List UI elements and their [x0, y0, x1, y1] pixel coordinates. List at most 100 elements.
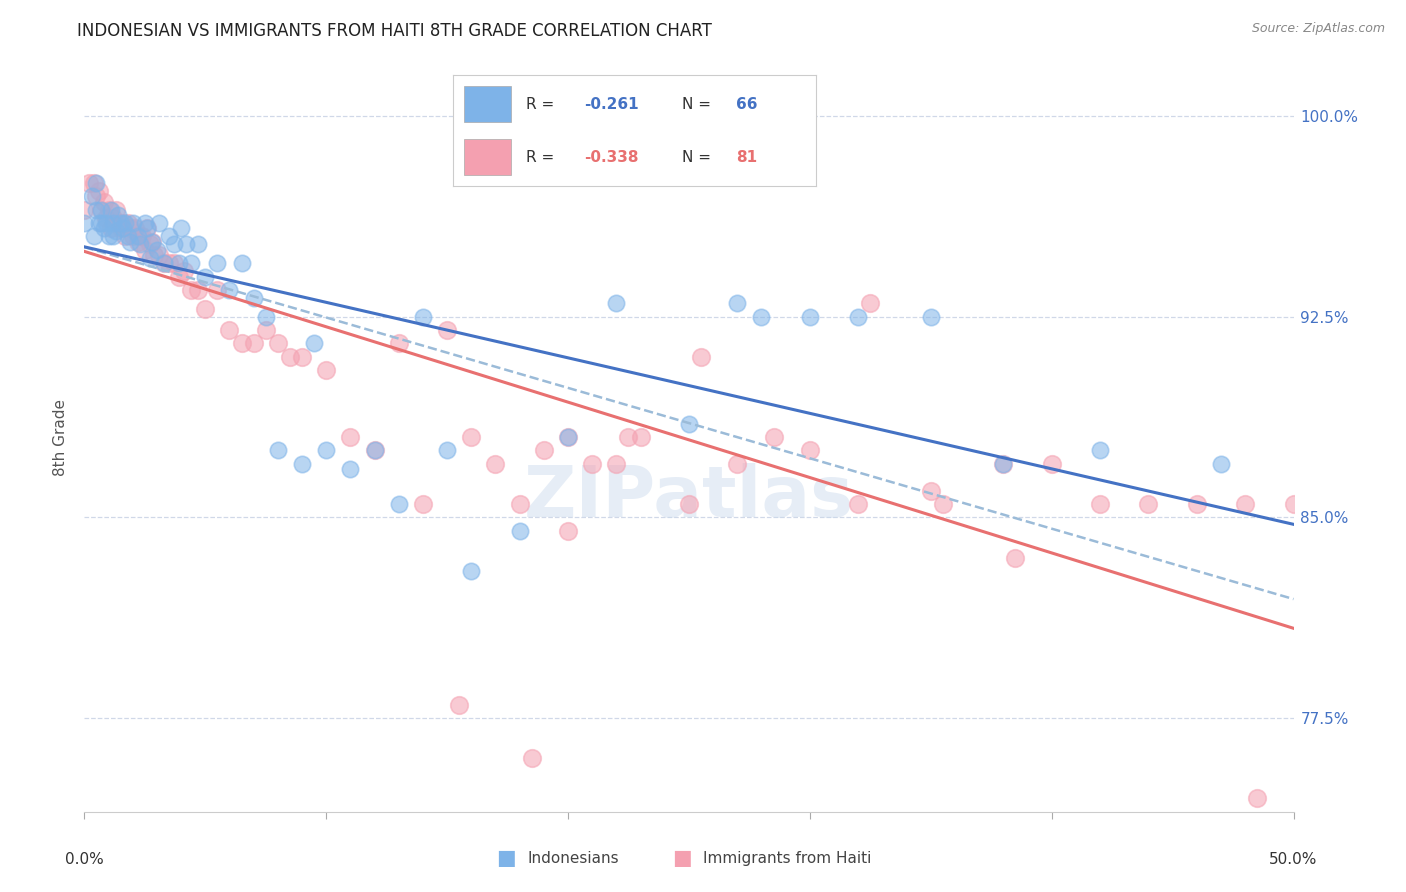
Point	[180, 283, 202, 297]
Point	[630, 430, 652, 444]
Point	[163, 256, 186, 270]
Point	[678, 417, 700, 431]
Point	[153, 256, 176, 270]
Point	[73, 202, 96, 217]
Point	[167, 256, 190, 270]
Point	[218, 323, 240, 337]
Point	[107, 216, 129, 230]
Point	[388, 336, 411, 351]
Point	[120, 235, 142, 249]
Point	[363, 443, 385, 458]
Point	[86, 189, 108, 203]
Point	[131, 229, 153, 244]
Point	[107, 208, 129, 222]
Point	[1004, 550, 1026, 565]
Point	[134, 243, 156, 257]
Point	[83, 176, 105, 190]
Point	[157, 229, 180, 244]
Point	[920, 310, 942, 324]
Point	[1088, 497, 1111, 511]
Point	[932, 497, 955, 511]
Point	[180, 256, 202, 270]
Point	[1040, 457, 1063, 471]
Point	[1234, 497, 1257, 511]
Point	[110, 216, 132, 230]
Point	[104, 224, 127, 238]
Point	[120, 221, 142, 235]
Point	[557, 430, 579, 444]
Point	[278, 350, 301, 364]
Point	[163, 237, 186, 252]
Point	[146, 243, 169, 257]
Point	[859, 296, 882, 310]
Text: 0.0%: 0.0%	[65, 852, 104, 867]
Text: ■: ■	[496, 848, 516, 868]
Point	[725, 457, 748, 471]
Point	[484, 457, 506, 471]
Point	[103, 211, 125, 225]
Point	[173, 264, 195, 278]
Point	[77, 176, 100, 190]
Point	[267, 443, 290, 458]
Point	[136, 221, 159, 235]
Point	[533, 443, 555, 458]
Point	[97, 229, 120, 244]
Point	[339, 462, 361, 476]
Point	[127, 229, 149, 244]
Point	[751, 310, 773, 324]
Point	[112, 221, 135, 235]
Point	[231, 256, 253, 270]
Point	[87, 184, 110, 198]
Point	[207, 256, 229, 270]
Point	[134, 216, 156, 230]
Point	[846, 497, 869, 511]
Point	[799, 310, 821, 324]
Text: ZIPatlas: ZIPatlas	[524, 463, 853, 532]
Point	[388, 497, 411, 511]
Point	[93, 194, 115, 209]
Point	[194, 269, 217, 284]
Point	[127, 235, 149, 249]
Point	[117, 229, 139, 244]
Point	[581, 457, 603, 471]
Point	[94, 211, 117, 225]
Point	[129, 229, 152, 244]
Point	[141, 235, 163, 249]
Point	[87, 216, 110, 230]
Point	[187, 237, 209, 252]
Point	[557, 524, 579, 538]
Point	[460, 430, 482, 444]
Point	[762, 430, 785, 444]
Point	[291, 457, 314, 471]
Point	[1185, 497, 1208, 511]
Point	[920, 483, 942, 498]
Text: Immigrants from Haiti: Immigrants from Haiti	[703, 851, 872, 865]
Point	[157, 256, 180, 270]
Point	[509, 524, 531, 538]
Point	[100, 221, 122, 235]
Point	[174, 237, 197, 252]
Point	[412, 497, 434, 511]
Point	[97, 202, 120, 217]
Point	[73, 216, 96, 230]
Y-axis label: 8th Grade: 8th Grade	[53, 399, 69, 475]
Point	[254, 310, 277, 324]
Point	[86, 176, 108, 190]
Point	[138, 251, 160, 265]
Point	[436, 443, 458, 458]
Point	[1209, 457, 1232, 471]
Point	[242, 291, 264, 305]
Point	[100, 202, 122, 217]
Point	[141, 235, 163, 249]
Point	[993, 457, 1015, 471]
Point	[136, 221, 159, 235]
Point	[94, 216, 117, 230]
Point	[114, 216, 136, 230]
Text: Indonesians: Indonesians	[527, 851, 619, 865]
Point	[121, 216, 143, 230]
Point	[170, 221, 193, 235]
Text: INDONESIAN VS IMMIGRANTS FROM HAITI 8TH GRADE CORRELATION CHART: INDONESIAN VS IMMIGRANTS FROM HAITI 8TH …	[77, 22, 713, 40]
Point	[509, 497, 531, 511]
Point	[339, 430, 361, 444]
Point	[117, 216, 139, 230]
